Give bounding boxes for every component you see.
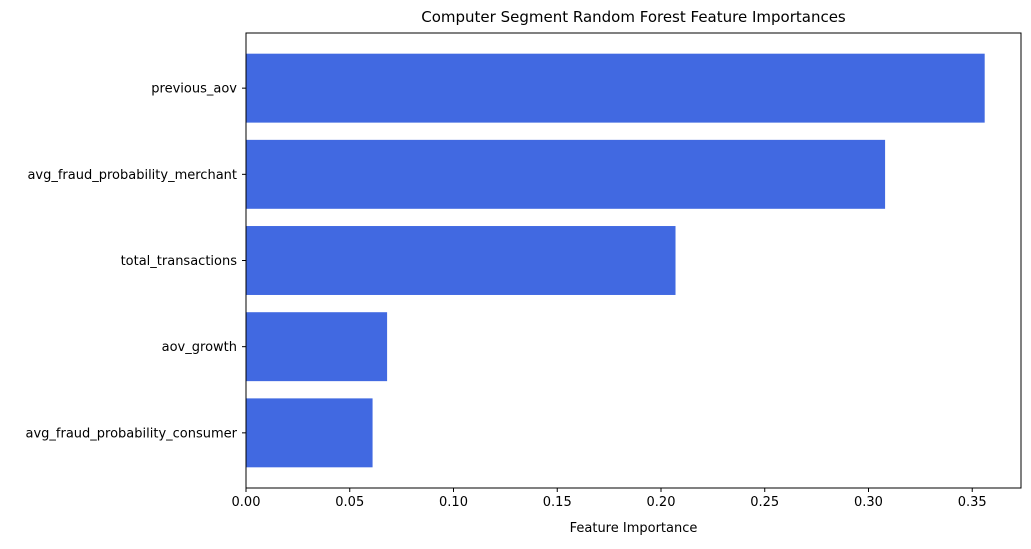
y-tick-label: aov_growth [162,340,237,355]
y-tick-label: total_transactions [121,254,238,269]
x-axis-label: Feature Importance [570,521,698,536]
bars-layer [246,53,985,468]
x-tick-label: 0.30 [854,495,883,510]
y-tick-label: previous_aov [151,82,237,97]
x-tick-label: 0.10 [439,495,468,510]
y-axis-ticks: previous_aov avg_fraud_probability_mercha… [25,82,246,441]
x-tick-label: 0.20 [647,495,676,510]
bar-aov-growth [246,312,388,382]
y-tick-label: avg_fraud_probability_consumer [25,426,237,441]
x-tick-label: 0.35 [958,495,987,510]
bar-total-transactions [246,226,676,295]
x-tick-label: 0.15 [543,495,572,510]
x-tick-label: 0.00 [232,495,261,510]
bar-previous-aov [246,53,985,123]
bar-avg-fraud-probability-consumer [246,398,373,468]
x-tick-label: 0.05 [335,495,364,510]
chart-title: Computer Segment Random Forest Feature I… [421,8,846,26]
x-axis-ticks: 0.00 0.05 0.10 0.15 0.20 0.25 0.30 0.35 [232,488,987,510]
y-tick-label: avg_fraud_probability_merchant [27,168,237,183]
bar-avg-fraud-probability-merchant [246,139,886,209]
x-tick-label: 0.25 [750,495,779,510]
